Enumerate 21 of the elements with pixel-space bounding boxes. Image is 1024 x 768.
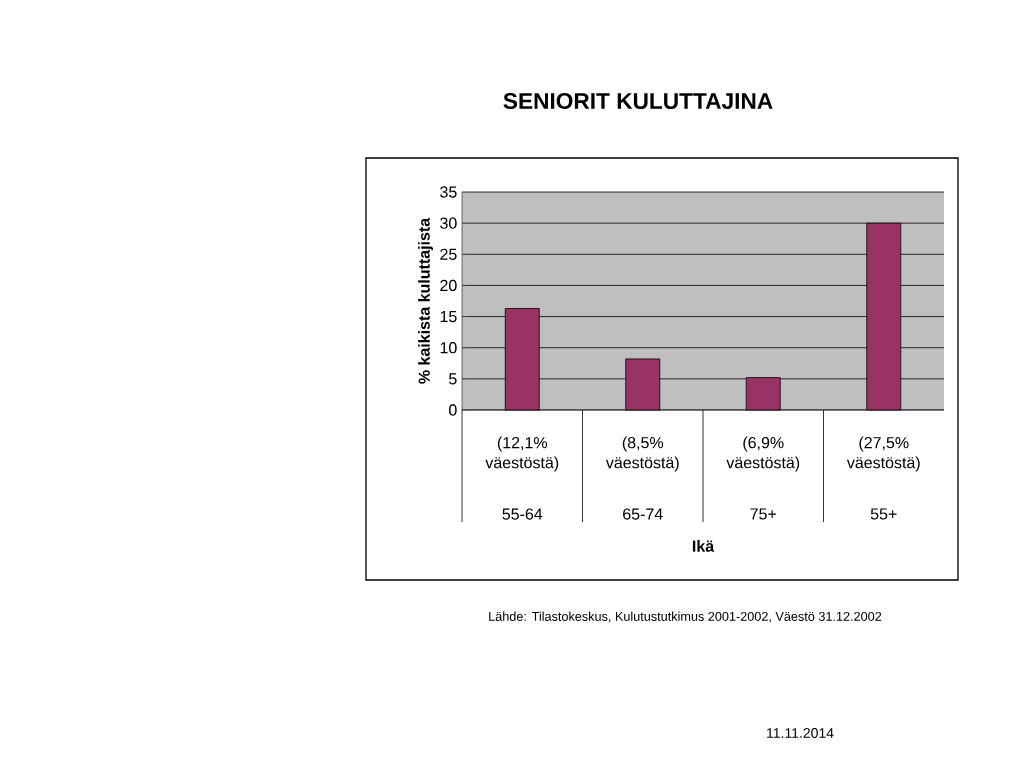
text: Lähde: Tilastokeskus, Kulutustutkimus 2001-2002, Väestö 31.12.2002 — [489, 611, 882, 623]
y-tick-label: 15 — [440, 311, 457, 323]
text: (6,9% väestöstä) — [726, 436, 800, 472]
y-axis-title: % kaikista kuluttajista — [418, 217, 434, 384]
x-tick-label: 55-64 — [502, 508, 543, 520]
text: (27,5% väestöstä) — [846, 436, 920, 472]
chart-title: SENIORIT KULUTTAJINA — [503, 92, 773, 110]
x-axis-title: Ikä — [692, 540, 715, 552]
text: 11.11.2014 — [767, 728, 834, 738]
y-tick-label: 35 — [440, 186, 457, 198]
y-tick-label: 10 — [440, 342, 457, 354]
y-tick-label: 0 — [449, 404, 457, 416]
text: (8,5% väestöstä) — [605, 436, 679, 472]
x-tick-label: 75+ — [750, 508, 777, 520]
y-tick-label: 20 — [440, 279, 457, 292]
x-tick-label: 65-74 — [623, 508, 663, 520]
text: (12,1% väestöstä) — [485, 436, 559, 472]
y-tick-label: 30 — [440, 217, 457, 229]
y-tick-label: 5 — [449, 373, 457, 385]
y-tick-label: 25 — [440, 248, 457, 260]
x-tick-label: 55+ — [870, 508, 897, 520]
